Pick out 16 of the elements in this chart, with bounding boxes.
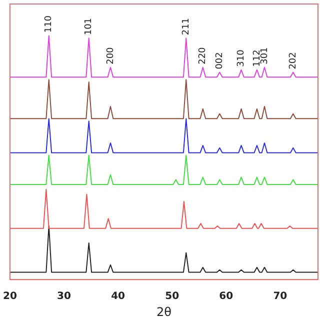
annotation: 101 (84, 18, 94, 36)
annotation: 220 (198, 46, 208, 64)
annotation: 110 (44, 15, 54, 33)
x-axis-title: 2θ (156, 304, 172, 319)
annotation: 211 (181, 18, 192, 36)
x-tick-label: 50 (165, 291, 180, 302)
annotation: 310 (236, 49, 247, 67)
x-tick-label: 30 (57, 291, 71, 302)
x-tick-label: 70 (273, 291, 288, 302)
annotation: 301 (260, 47, 270, 64)
x-tick-label: 40 (111, 291, 126, 302)
x-tick-label: 60 (219, 291, 234, 302)
annotation: 202 (288, 52, 298, 70)
annotation: 002 (214, 52, 225, 70)
annotation: 200 (106, 46, 116, 64)
x-tick-label: 20 (2, 291, 17, 302)
